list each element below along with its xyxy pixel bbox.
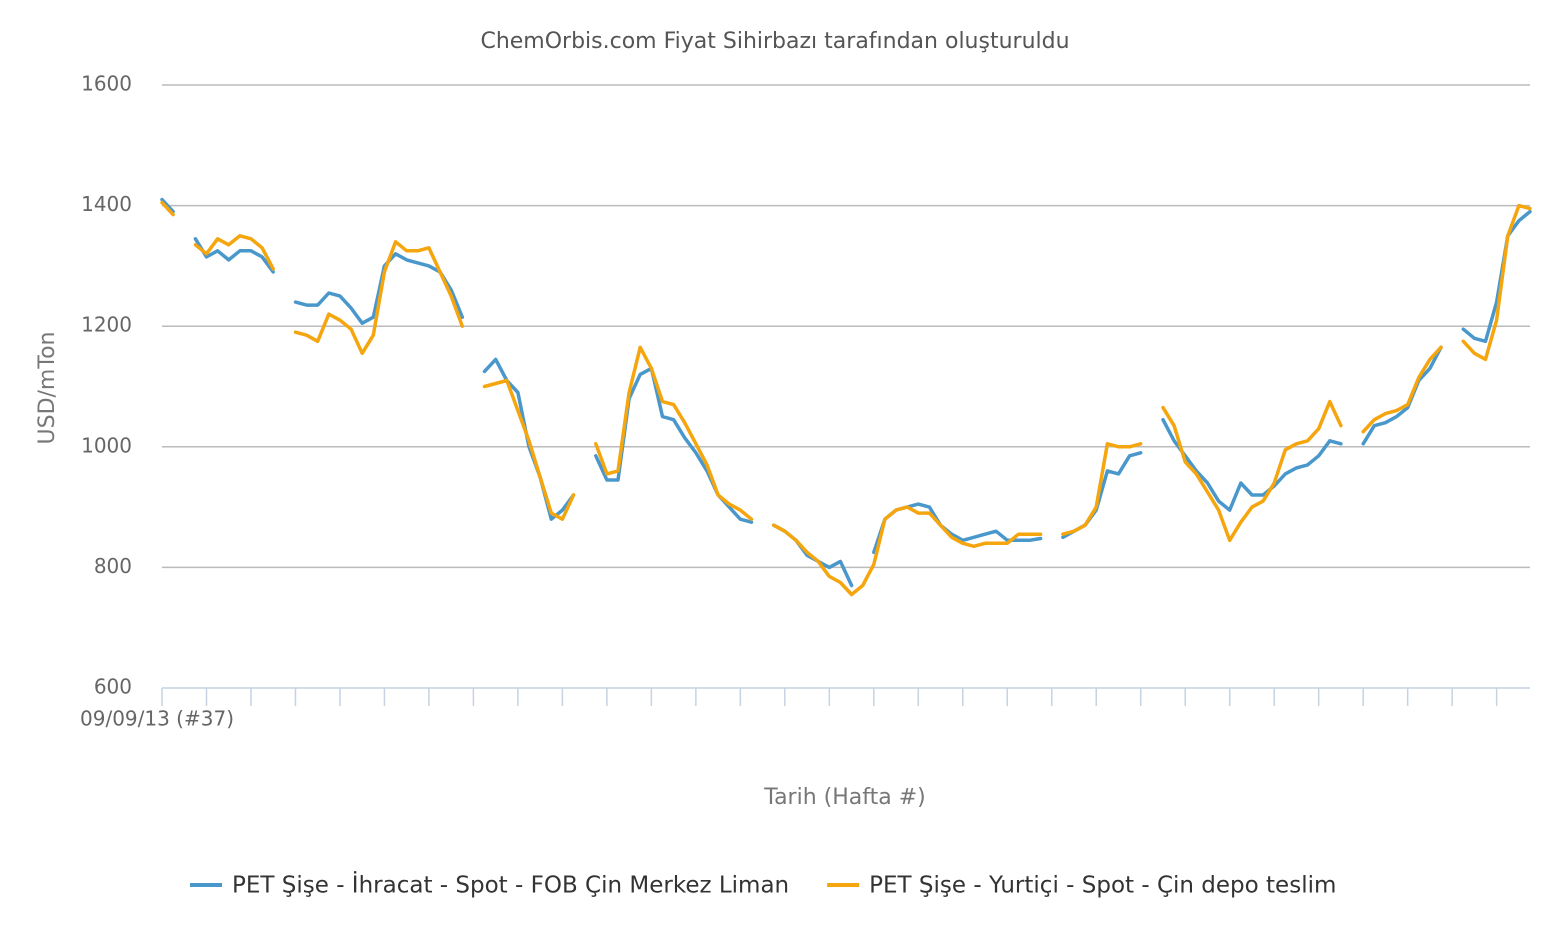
- y-axis-title: USD/mTon: [35, 332, 60, 445]
- y-tick-label: 1000: [81, 433, 132, 457]
- y-tick-label: 800: [94, 554, 132, 578]
- x-axis-title: Tarih (Hafta #): [763, 785, 925, 810]
- legend-label[interactable]: PET Şişe - Yurtiçi - Spot - Çin depo tes…: [869, 873, 1336, 899]
- y-tick-label: 1600: [81, 72, 132, 96]
- y-tick-label: 1400: [81, 192, 132, 216]
- series-line: [160, 200, 1532, 597]
- x-tick-label: 09/09/13 (#37): [80, 707, 234, 731]
- legend-label[interactable]: PET Şişe - İhracat - Spot - FOB Çin Merk…: [232, 871, 789, 899]
- series-line: [160, 197, 1532, 588]
- y-tick-label: 1200: [81, 313, 132, 337]
- y-tick-label: 600: [94, 675, 132, 699]
- chart-title: ChemOrbis.com Fiyat Sihirbazı tarafından…: [480, 29, 1069, 54]
